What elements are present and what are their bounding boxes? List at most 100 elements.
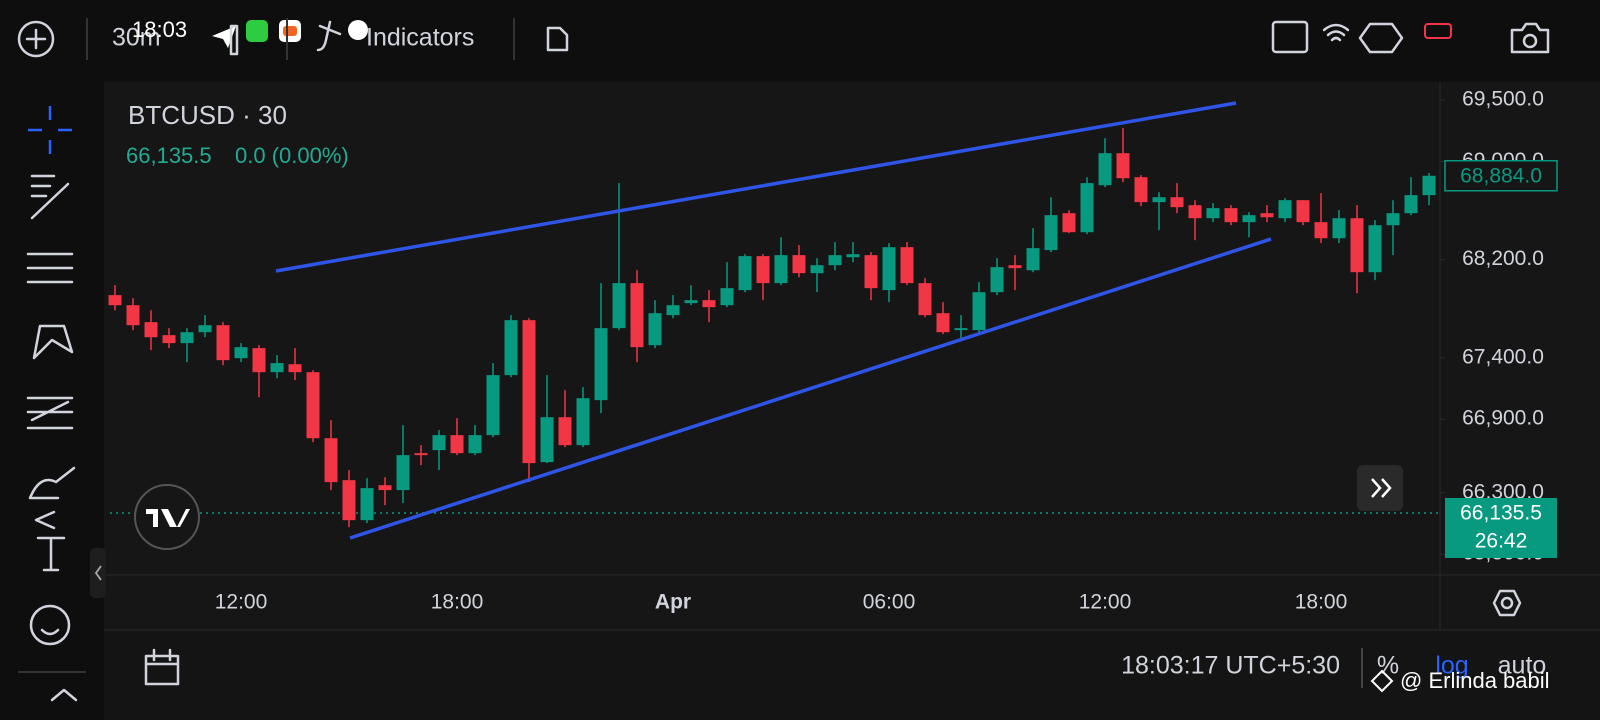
candle-body [126, 305, 140, 326]
candle-body [216, 325, 230, 361]
candle-body [234, 347, 248, 359]
lines-tool[interactable] [26, 252, 74, 284]
settings-icon[interactable] [1358, 22, 1404, 54]
candle-body [612, 283, 626, 329]
log-toggle[interactable]: log [1435, 652, 1468, 680]
wifi-icon [1322, 23, 1350, 42]
candle-body [1134, 177, 1148, 203]
symbol-title: BTCUSD · 30 [128, 100, 287, 130]
clock[interactable]: 18:03:17 UTC+5:30 [1121, 652, 1340, 680]
candle-body [252, 348, 266, 373]
fullscreen-icon[interactable] [1271, 20, 1309, 54]
candle-body [1242, 215, 1256, 223]
candle-body [1350, 218, 1364, 273]
candle-body [882, 247, 896, 291]
candle-body [738, 256, 752, 291]
chart-type-icon[interactable] [229, 24, 239, 56]
last-close-box [1444, 160, 1558, 192]
text-tool[interactable] [36, 536, 66, 572]
x-tick-label: 06:00 [863, 591, 916, 614]
indicators-button[interactable]: Indicators [366, 24, 474, 52]
candle-body [432, 435, 446, 451]
candle-body [1008, 265, 1022, 269]
scroll-icon [1371, 478, 1392, 498]
candle-body [486, 375, 500, 436]
candle-body [450, 435, 464, 454]
candle-body [198, 325, 212, 333]
countdown-label: 26:42 [1475, 530, 1528, 553]
camera-lens [1522, 33, 1538, 49]
candle-body [774, 255, 788, 284]
candle-body [828, 255, 842, 266]
candle-body [558, 417, 572, 446]
candle-body [756, 256, 770, 284]
legend-price: 66,135.5 [126, 143, 212, 168]
emoji-smile [40, 628, 60, 636]
x-tick-label: Apr [655, 591, 691, 614]
trend-line-tool[interactable] [30, 174, 70, 220]
brush-tool[interactable] [28, 466, 76, 500]
plot-area: 69,500.069,000.068,200.067,400.066,900.0… [108, 88, 1558, 614]
candle-body [378, 485, 392, 491]
candle-body [1404, 195, 1418, 214]
more-tools[interactable] [50, 688, 78, 702]
candle-body [540, 417, 554, 463]
watermark-icon [1370, 669, 1394, 693]
pinterest-icon [348, 20, 368, 40]
bottom-toolbar: 18:03:17 UTC+5:30 % log auto @ Erlinda b… [144, 648, 1550, 693]
y-tick-label: 69,500.0 [1462, 88, 1544, 111]
candle-body [1224, 208, 1238, 223]
add-symbol-button[interactable] [17, 20, 55, 58]
candle-body [792, 255, 806, 274]
chart-settings-button[interactable] [1492, 589, 1522, 617]
candle-body [702, 300, 716, 308]
plus-icon [25, 28, 47, 50]
watermark: @ Erlinda babil [1400, 668, 1550, 693]
candle-body [990, 267, 1004, 293]
candle-body [1314, 222, 1328, 239]
left-toolbar [18, 106, 106, 702]
go-to-date-button[interactable] [144, 648, 180, 686]
candle-body [162, 335, 176, 344]
percent-toggle[interactable]: % [1377, 652, 1399, 680]
price-box [1445, 497, 1557, 558]
candle-body [306, 372, 320, 439]
candle-body [594, 328, 608, 401]
candle-body [648, 313, 662, 346]
status-time: 18:03 [132, 17, 187, 42]
fx-icon[interactable] [316, 20, 342, 52]
arrow-tool[interactable] [34, 510, 56, 530]
candle-body [468, 435, 482, 454]
crosshair-tool[interactable] [28, 106, 72, 154]
top-toolbar: 30m 18:03 Indicators [17, 17, 1550, 60]
gear-center [1500, 596, 1514, 610]
layout-icon[interactable] [546, 26, 569, 52]
candle-body [918, 283, 932, 316]
candle-body [1368, 225, 1382, 273]
collapse-tab[interactable] [90, 548, 106, 598]
candle-body [414, 453, 428, 456]
bottom-bar [104, 630, 1600, 720]
candle-body [180, 332, 194, 344]
candle-body [1062, 213, 1076, 233]
price-label: 66,135.5 [1460, 502, 1542, 525]
fib-tool[interactable] [26, 396, 74, 430]
pattern-tool[interactable] [32, 324, 74, 360]
interval-button[interactable]: 30m [112, 24, 161, 52]
candle-body [684, 300, 698, 304]
emoji-tool[interactable] [29, 604, 71, 646]
y-tick-label: 66,300.0 [1462, 480, 1544, 503]
app-icon [283, 26, 297, 36]
candle-body [864, 255, 878, 289]
camera-icon[interactable] [1510, 22, 1550, 54]
candle-body [1170, 197, 1184, 208]
trend-line[interactable] [275, 101, 1237, 273]
candle-body [342, 480, 356, 521]
candle-body [720, 288, 734, 306]
trend-line[interactable] [349, 237, 1272, 540]
candle-body [1080, 183, 1094, 233]
candle-body [108, 295, 122, 306]
y-tick-label: 67,400.0 [1462, 345, 1544, 368]
auto-toggle[interactable]: auto [1498, 652, 1547, 680]
